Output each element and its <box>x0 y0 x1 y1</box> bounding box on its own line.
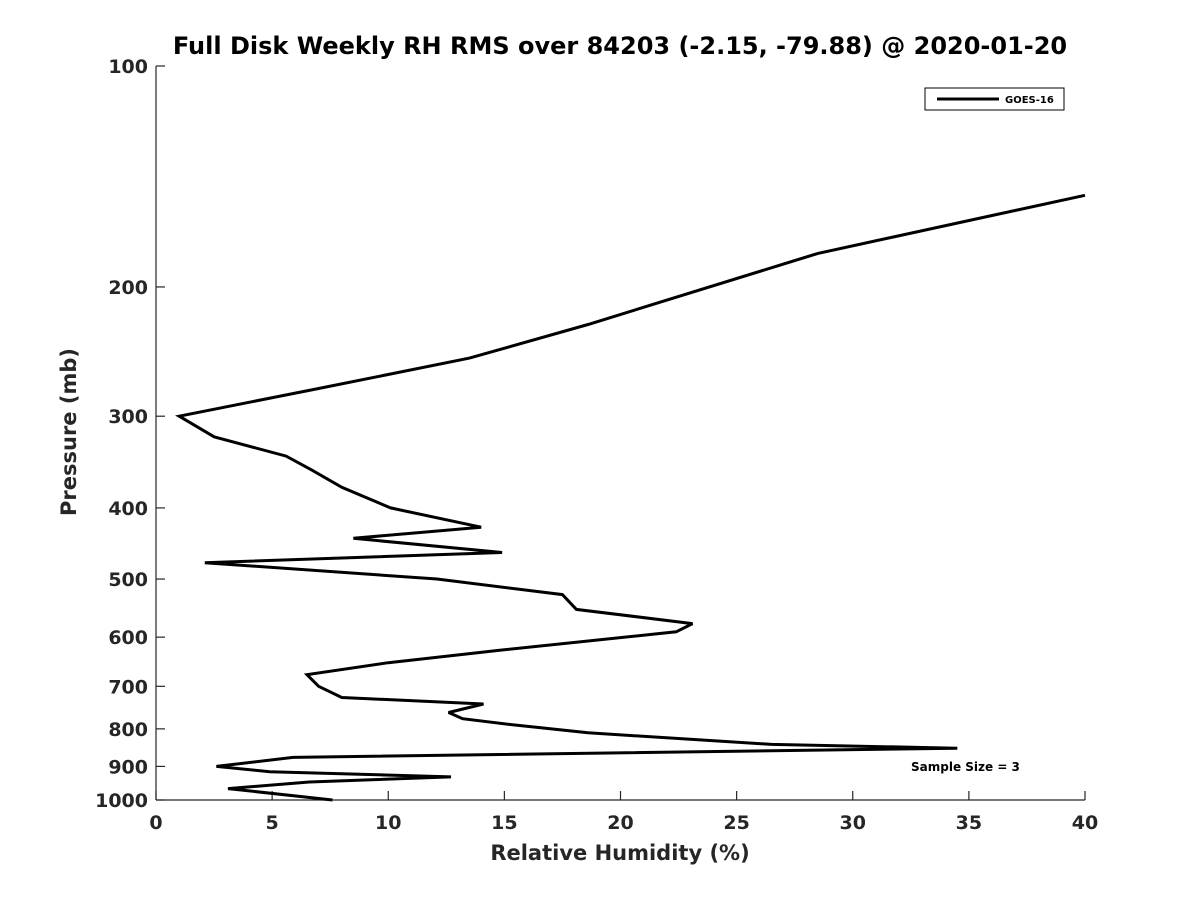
x-tick-label: 40 <box>1072 812 1098 834</box>
y-tick-label: 500 <box>108 569 148 591</box>
x-ticks: 0 5 10 15 20 25 30 35 40 <box>149 791 1098 834</box>
x-tick-label: 5 <box>266 812 279 834</box>
y-tick-label: 900 <box>108 756 148 778</box>
legend-label-goes-16: GOES-16 <box>1005 95 1054 106</box>
x-tick-label: 20 <box>607 812 633 834</box>
y-tick-label: 1000 <box>95 790 148 812</box>
sample-size-annotation: Sample Size = 3 <box>911 760 1020 774</box>
x-tick-label: 25 <box>723 812 749 834</box>
y-tick-label: 800 <box>108 719 148 741</box>
y-tick-label: 400 <box>108 498 148 520</box>
x-axis-label: Relative Humidity (%) <box>490 841 749 865</box>
x-tick-label: 35 <box>956 812 982 834</box>
series-line-goes-16 <box>175 193 1086 802</box>
y-tick-label: 600 <box>108 627 148 649</box>
series-layer <box>175 193 1086 802</box>
x-tick-label: 30 <box>840 812 866 834</box>
y-tick-label: 200 <box>108 277 148 299</box>
y-axis-label: Pressure (mb) <box>57 348 81 516</box>
legend: GOES-16 <box>924 87 1065 111</box>
x-tick-label: 15 <box>491 812 517 834</box>
y-tick-label: 300 <box>108 406 148 428</box>
x-tick-label: 10 <box>375 812 401 834</box>
y-tick-label: 100 <box>108 56 148 78</box>
axes <box>155 66 1085 801</box>
y-tick-label: 700 <box>108 676 148 698</box>
y-ticks: 100 200 300 400 500 600 700 800 900 1000 <box>95 56 165 812</box>
chart-title: Full Disk Weekly RH RMS over 84203 (-2.1… <box>173 32 1067 60</box>
x-tick-label: 0 <box>149 812 162 834</box>
